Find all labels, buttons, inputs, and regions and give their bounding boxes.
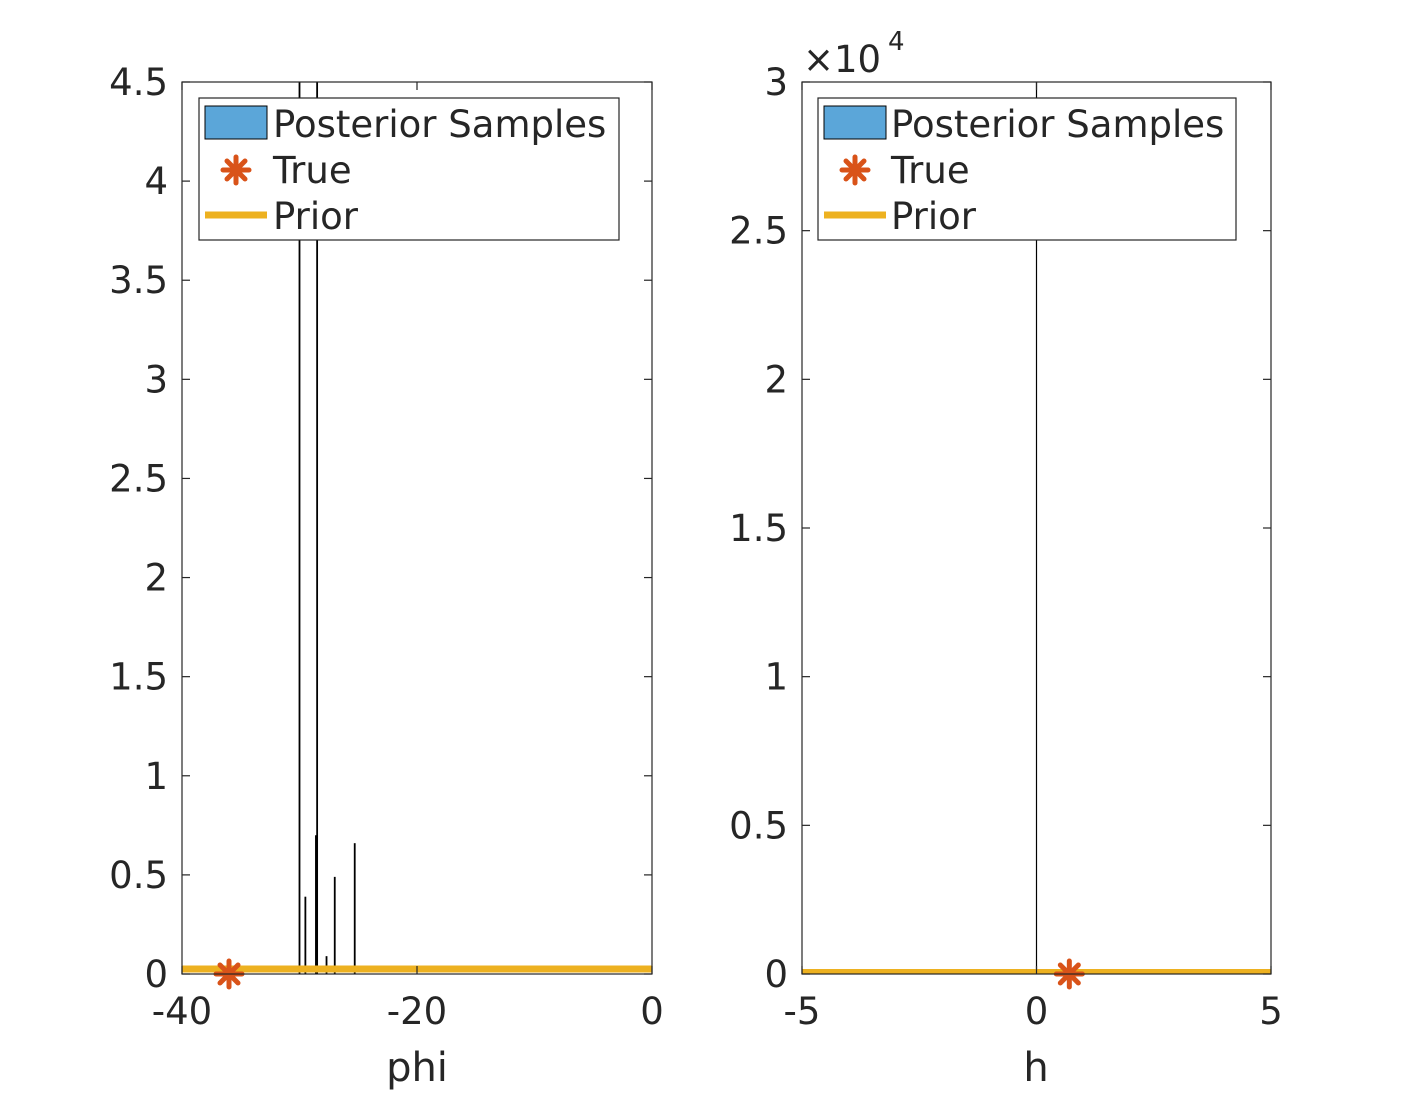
asterisk-icon <box>220 154 252 186</box>
histogram-bars <box>298 82 356 974</box>
histogram-bar <box>325 956 328 974</box>
x-ticks: -40 -20 0 <box>152 82 664 1033</box>
histogram-bar <box>333 876 336 974</box>
y-tick-label: 0 <box>764 953 788 996</box>
y-tick-label: 2 <box>764 358 788 401</box>
blue-patch-icon <box>204 105 268 140</box>
y-tick-label: 1 <box>144 755 168 798</box>
x-ticks: -5 0 5 <box>784 82 1283 1033</box>
legend-label-prior: Prior <box>273 195 359 238</box>
histogram-bar <box>1035 82 1038 974</box>
y-tick-label: 3 <box>144 358 168 401</box>
y-tick-label: 0.5 <box>729 804 788 847</box>
x-tick-label: -5 <box>784 990 821 1033</box>
blue-patch-icon <box>823 105 887 140</box>
x-tick-label: 0 <box>1025 990 1049 1033</box>
y-tick-label: 1 <box>764 656 788 699</box>
x-tick-label: 5 <box>1259 990 1283 1033</box>
histogram-bars <box>1035 82 1038 974</box>
legend-label-prior: Prior <box>891 195 977 238</box>
x-axis-label: phi <box>386 1045 448 1091</box>
legend-box <box>198 97 620 241</box>
legend-label-posterior: Posterior Samples <box>891 103 1224 146</box>
y-tick-label: 4 <box>144 160 168 203</box>
y-tick-label: 2.5 <box>109 457 168 500</box>
legend-label-true: True <box>272 149 352 192</box>
y-exponent-label: ×10 4 <box>803 27 905 81</box>
legend-box <box>817 97 1237 241</box>
y-tick-label: 1.5 <box>729 507 788 550</box>
x-tick-label: -20 <box>387 990 447 1033</box>
y-tick-label: 4.5 <box>109 61 168 104</box>
y-tick-label: 1.5 <box>109 656 168 699</box>
histogram-bar <box>315 835 317 974</box>
subplot-h: 00.511.522.53 -5 0 5 h ×10 4 Posterior Sam… <box>729 27 1283 1091</box>
histogram-bar <box>298 82 301 974</box>
y-ticks: 0 0.5 1 1.5 2 2.5 3 <box>729 61 1271 996</box>
histogram-bar <box>304 896 307 974</box>
exponent-power: 4 <box>888 27 905 57</box>
y-tick-label: 0.5 <box>109 854 168 897</box>
legend-label-true: True <box>890 149 970 192</box>
y-tick-label: 2 <box>144 557 168 600</box>
histogram-bar <box>353 843 356 974</box>
legend-label-posterior: Posterior Samples <box>273 103 606 146</box>
x-axis-label: h <box>1023 1045 1048 1091</box>
histogram-bar <box>316 82 319 974</box>
legend: Posterior Samples True Prior <box>817 97 1237 241</box>
exponent-base: ×10 <box>803 38 881 81</box>
legend: Posterior Samples True Prior <box>198 97 620 241</box>
asterisk-icon <box>839 154 871 186</box>
y-ticks: 0 0.5 1 1.5 2 2.5 3 3.5 4 4.5 <box>109 61 652 996</box>
subplot-phi: 0 0.5 1 1.5 2 2.5 3 3.5 4 4.5 -40 -20 0 phi Posteri… <box>109 61 664 1091</box>
y-tick-label: 3.5 <box>109 259 168 302</box>
x-tick-label: 0 <box>640 990 664 1033</box>
x-tick-label: -40 <box>152 990 212 1033</box>
y-tick-label: 3 <box>764 61 788 104</box>
y-tick-label: 2.5 <box>729 210 788 253</box>
y-tick-label: 0 <box>144 953 168 996</box>
